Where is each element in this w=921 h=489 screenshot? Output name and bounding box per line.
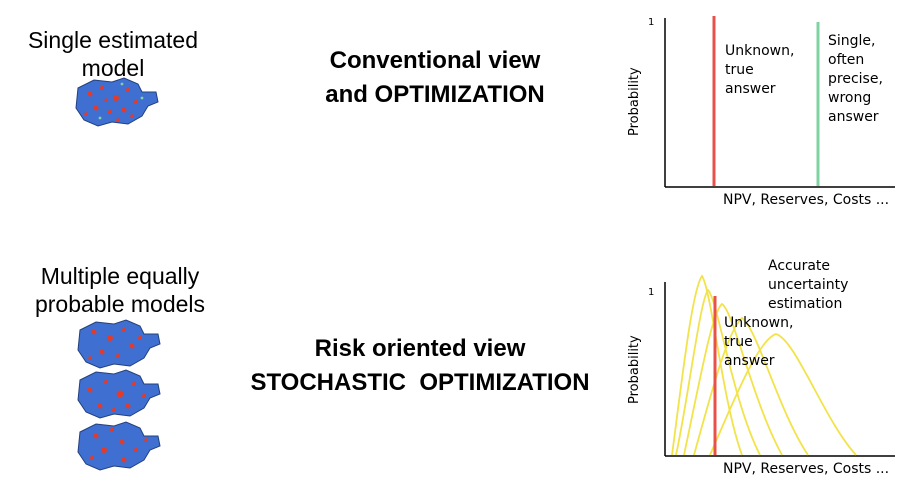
top-y-axis-label: Probability — [627, 67, 642, 136]
reservoir-model-map-icon — [75, 77, 159, 127]
single-model-label: Single estimated model — [27, 27, 199, 81]
risk-view-line2: STOCHASTIC OPTIMIZATION — [250, 369, 590, 396]
conventional-view-title: Conventional view and OPTIMIZATION — [280, 44, 590, 112]
bottom-x-axis-label: NPV, Reserves, Costs ... — [723, 461, 890, 477]
conventional-view-line2: and OPTIMIZATION — [325, 81, 545, 108]
reservoir-model-map-icon — [77, 421, 161, 471]
bottom-true-answer-annotation: Unknown, true answer — [724, 315, 794, 369]
bottom-y-tick-1: 1 — [648, 287, 655, 298]
reservoir-model-map-icon — [77, 369, 161, 419]
top-x-axis-label: NPV, Reserves, Costs ... — [723, 192, 890, 208]
uncertainty-annotation: Accurate uncertainty estimation — [768, 258, 849, 312]
conventional-view-line1: Conventional view — [329, 47, 541, 74]
top-wrong-answer-annotation: Single, often precise, wrong answer — [828, 33, 883, 125]
top-y-tick-1: 1 — [648, 17, 655, 28]
risk-view-title: Risk oriented view STOCHASTIC OPTIMIZATI… — [228, 332, 612, 400]
top-true-answer-annotation: Unknown, true answer — [725, 43, 795, 97]
multiple-models-label: Multiple equally probable models — [34, 263, 206, 317]
risk-view-line1: Risk oriented view — [314, 335, 526, 362]
bottom-y-axis-label: Probability — [627, 335, 642, 404]
reservoir-model-map-icon — [77, 319, 161, 369]
